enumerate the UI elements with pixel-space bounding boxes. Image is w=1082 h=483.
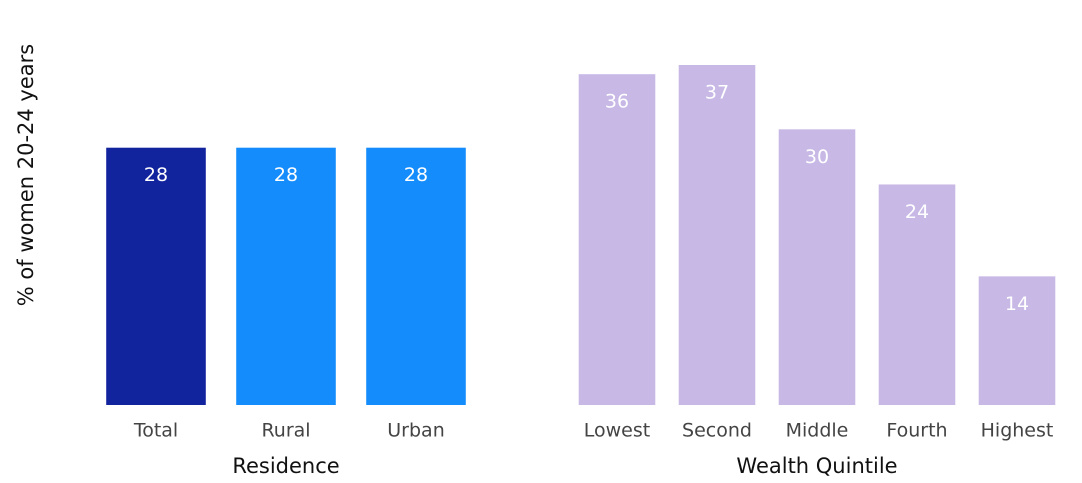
- value-label: 37: [705, 82, 729, 104]
- x-tick-label: Rural: [261, 420, 310, 442]
- bar: [236, 147, 336, 405]
- y-axis-label: % of women 20-24 years: [14, 44, 38, 306]
- bar: [678, 65, 756, 405]
- x-tick-label: Highest: [981, 420, 1054, 442]
- x-tick-label: Urban: [387, 420, 444, 442]
- x-tick-label: Total: [133, 420, 178, 442]
- x-tick-label: Fourth: [886, 420, 947, 442]
- x-tick-label: Middle: [786, 420, 849, 442]
- bar: [106, 147, 206, 405]
- bar: [778, 129, 856, 405]
- value-label: 30: [805, 146, 829, 168]
- value-label: 14: [1005, 293, 1029, 315]
- value-label: 28: [144, 164, 168, 186]
- x-axis-label: Wealth Quintile: [736, 454, 897, 478]
- bar: [878, 184, 956, 405]
- x-tick-label: Lowest: [584, 420, 650, 442]
- value-label: 24: [905, 201, 929, 223]
- bar: [978, 276, 1056, 405]
- x-tick-label: Second: [682, 420, 752, 442]
- bar: [578, 74, 656, 406]
- bar: [366, 147, 466, 405]
- value-label: 28: [274, 164, 298, 186]
- x-axis-label: Residence: [232, 454, 339, 478]
- value-label: 28: [404, 164, 428, 186]
- value-label: 36: [605, 91, 629, 113]
